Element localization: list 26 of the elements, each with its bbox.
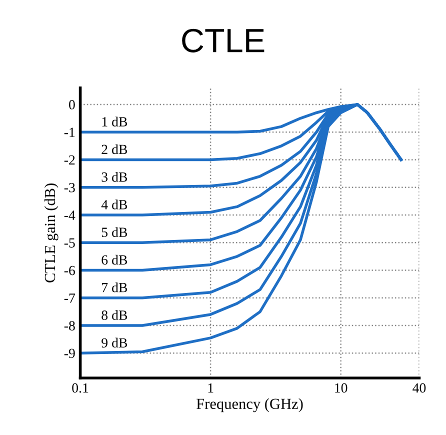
series-label: 4 dB	[101, 200, 128, 210]
y-tick-label: -2	[64, 155, 75, 165]
y-tick-label: -9	[64, 348, 75, 358]
chart-title: CTLE	[182, 28, 264, 52]
series-label: 9 dB	[102, 338, 128, 348]
y-tick-label: -6	[64, 266, 76, 276]
series-label: 1 dB	[102, 116, 128, 126]
series-label: 7 dB	[102, 282, 128, 292]
y-tick-label: -5	[64, 238, 75, 248]
x-axis-title: Frequency (GHz)	[196, 398, 303, 412]
y-axis-title: CTLE gain (dB)	[44, 184, 58, 282]
x-tick-label: 10	[335, 383, 348, 393]
y-tick-label: -3	[64, 182, 75, 192]
y-tick-label: -1	[64, 128, 75, 137]
x-tick-label: 0.1	[72, 383, 88, 393]
y-tick-label: -7	[64, 294, 76, 303]
series-label: 8 dB	[102, 310, 128, 320]
y-tick-label: 0	[69, 100, 75, 110]
x-tick-label: 1	[208, 383, 214, 393]
series-label: 3 dB	[102, 172, 128, 182]
series-label: 5 dB	[102, 227, 128, 238]
series-label: 6 dB	[102, 254, 128, 265]
y-tick-label: -4	[64, 210, 76, 220]
x-tick-label: 40	[412, 383, 426, 393]
series-label: 2 dB	[102, 144, 128, 154]
y-tick-label: -8	[64, 321, 75, 330]
